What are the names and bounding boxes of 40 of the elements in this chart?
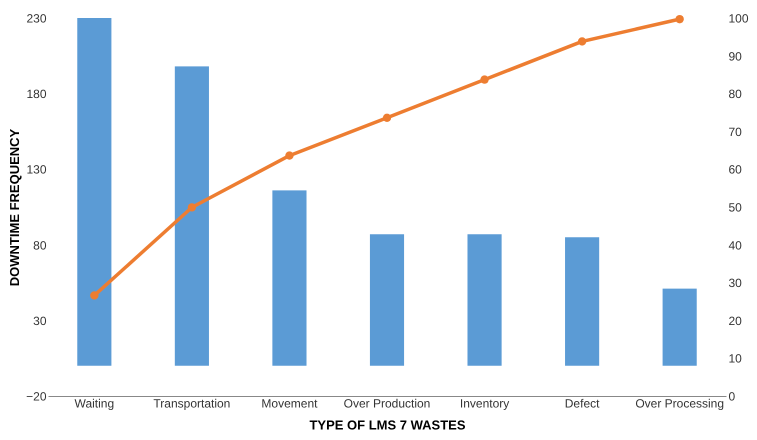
y-tick-label: 80: [33, 238, 47, 252]
point: [578, 37, 586, 46]
bar: [370, 234, 404, 366]
x-tick-label: Over Processing: [635, 396, 724, 410]
y2-tick-label: 50: [728, 200, 742, 214]
y2-tick-label: 20: [728, 314, 742, 328]
y2-tick-label: 60: [728, 162, 742, 177]
y2-tick-label: 70: [728, 124, 742, 139]
bar: [77, 18, 112, 366]
y2-tick-label: 30: [728, 276, 742, 290]
y2-tick-label: 100: [728, 12, 749, 26]
x-tick-label: Inventory: [460, 396, 510, 410]
point: [382, 114, 392, 122]
point: [285, 151, 294, 160]
y-tick-label: 130: [26, 162, 47, 177]
y-tick-label: 30: [33, 314, 47, 328]
bar: [467, 234, 502, 366]
x-tick-label: Waiting: [74, 396, 114, 410]
y-tick-label: −20: [26, 390, 47, 404]
x-tick-label: Defect: [564, 396, 600, 410]
y2-tick-label: 80: [728, 87, 742, 102]
y2-tick-label: 0: [728, 390, 736, 404]
y2-tick-label: 40: [728, 238, 742, 252]
x-tick-label: Transportation: [153, 396, 230, 410]
bar: [272, 190, 307, 366]
y2-tick-label: 10: [728, 352, 742, 366]
x-axis-title: TYPE OF LMS 7 WASTES: [309, 418, 466, 432]
y2-tick-label: 90: [728, 49, 742, 64]
point: [480, 75, 489, 84]
bar: [565, 237, 600, 366]
x-tick-label: Movement: [261, 396, 318, 410]
y-tick-label: 180: [26, 87, 47, 102]
y-tick-label: 230: [26, 12, 47, 26]
bar: [662, 288, 697, 366]
bar: [174, 66, 209, 366]
y-axis-title: DOWNTIME FREQUENCY: [7, 128, 22, 286]
x-tick-label: Over Production: [344, 396, 430, 410]
point: [188, 203, 196, 212]
point: [90, 291, 99, 300]
point: [675, 14, 684, 24]
